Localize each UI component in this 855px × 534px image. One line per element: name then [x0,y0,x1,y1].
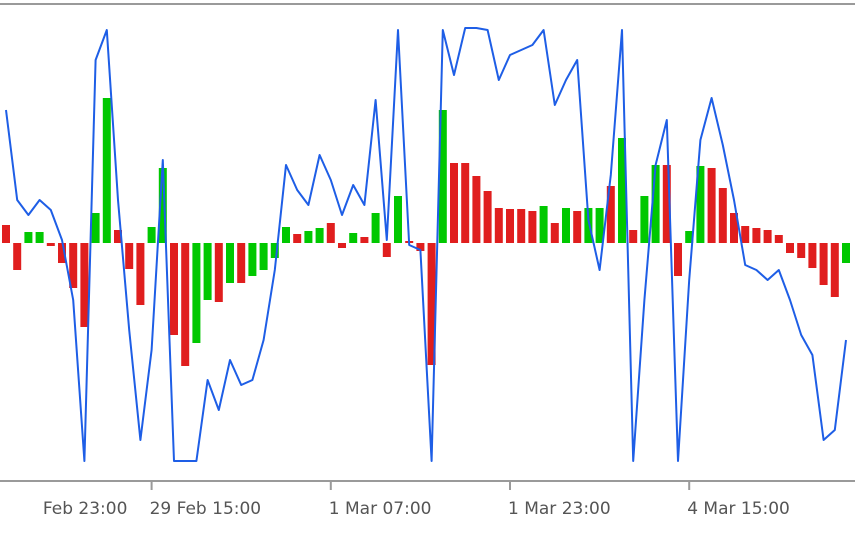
bar [584,208,593,243]
bar [718,188,727,243]
bar [819,243,828,285]
bar [416,243,425,251]
bar [315,228,324,243]
bar [483,191,492,243]
line [5,27,847,462]
bar [226,243,234,283]
bar [46,243,55,246]
bar [797,243,806,258]
bar [550,223,559,243]
bar [80,243,89,327]
bar [786,243,794,253]
bar [539,206,548,243]
bar [102,98,111,243]
bar [618,138,626,243]
bar [181,243,190,366]
bar [674,243,682,276]
bar [192,243,201,343]
bar [741,226,750,243]
bar [360,237,369,243]
x-tick-label: 1 Mar 23:00 [508,499,611,519]
bar [69,243,78,288]
x-tick-label: 29 Feb 15:00 [150,499,262,519]
bar [752,228,761,243]
bar [662,165,671,243]
bar [237,243,246,283]
x-tick-label: 1 Mar 07:00 [329,499,432,519]
bar [506,209,514,243]
bar [517,209,526,243]
bar [58,243,66,263]
bar [293,234,302,243]
bar [282,227,290,243]
bar [595,208,604,243]
bar [640,196,649,243]
bar [326,223,335,243]
bar [450,163,458,243]
bar [136,243,145,305]
bar [203,243,212,300]
bar [125,243,134,269]
bar [629,230,638,243]
x-tick-label: Feb 23:00 [43,499,128,519]
bar [774,235,783,243]
bar [494,208,503,243]
bar [248,243,257,276]
bar [438,110,447,243]
bar [24,232,33,243]
bar [338,243,346,248]
bar [270,243,279,258]
bar [349,233,358,243]
bar [394,196,402,243]
bar [170,243,178,335]
bar [158,168,167,243]
bar [707,168,716,243]
x-tick-label: 4 Mar 15:00 [687,499,790,519]
bar [573,211,582,243]
bar [808,243,817,268]
bar [259,243,268,270]
bar [371,213,380,243]
bar [114,230,122,243]
bar [651,165,660,243]
bar [382,243,391,257]
bar [685,231,694,243]
bar [606,186,615,243]
bar [13,243,22,270]
bar [528,211,537,243]
bar [461,163,470,243]
bar [214,243,223,302]
bar [472,176,481,243]
bar [696,166,705,243]
bar [562,208,570,243]
bar [730,213,738,243]
bar [763,230,772,243]
bar [830,243,839,297]
bar [842,243,850,263]
bar [91,213,100,243]
bar [147,227,156,243]
bar [304,231,313,243]
bar [427,243,436,365]
bar [35,232,44,243]
bar [2,225,10,243]
